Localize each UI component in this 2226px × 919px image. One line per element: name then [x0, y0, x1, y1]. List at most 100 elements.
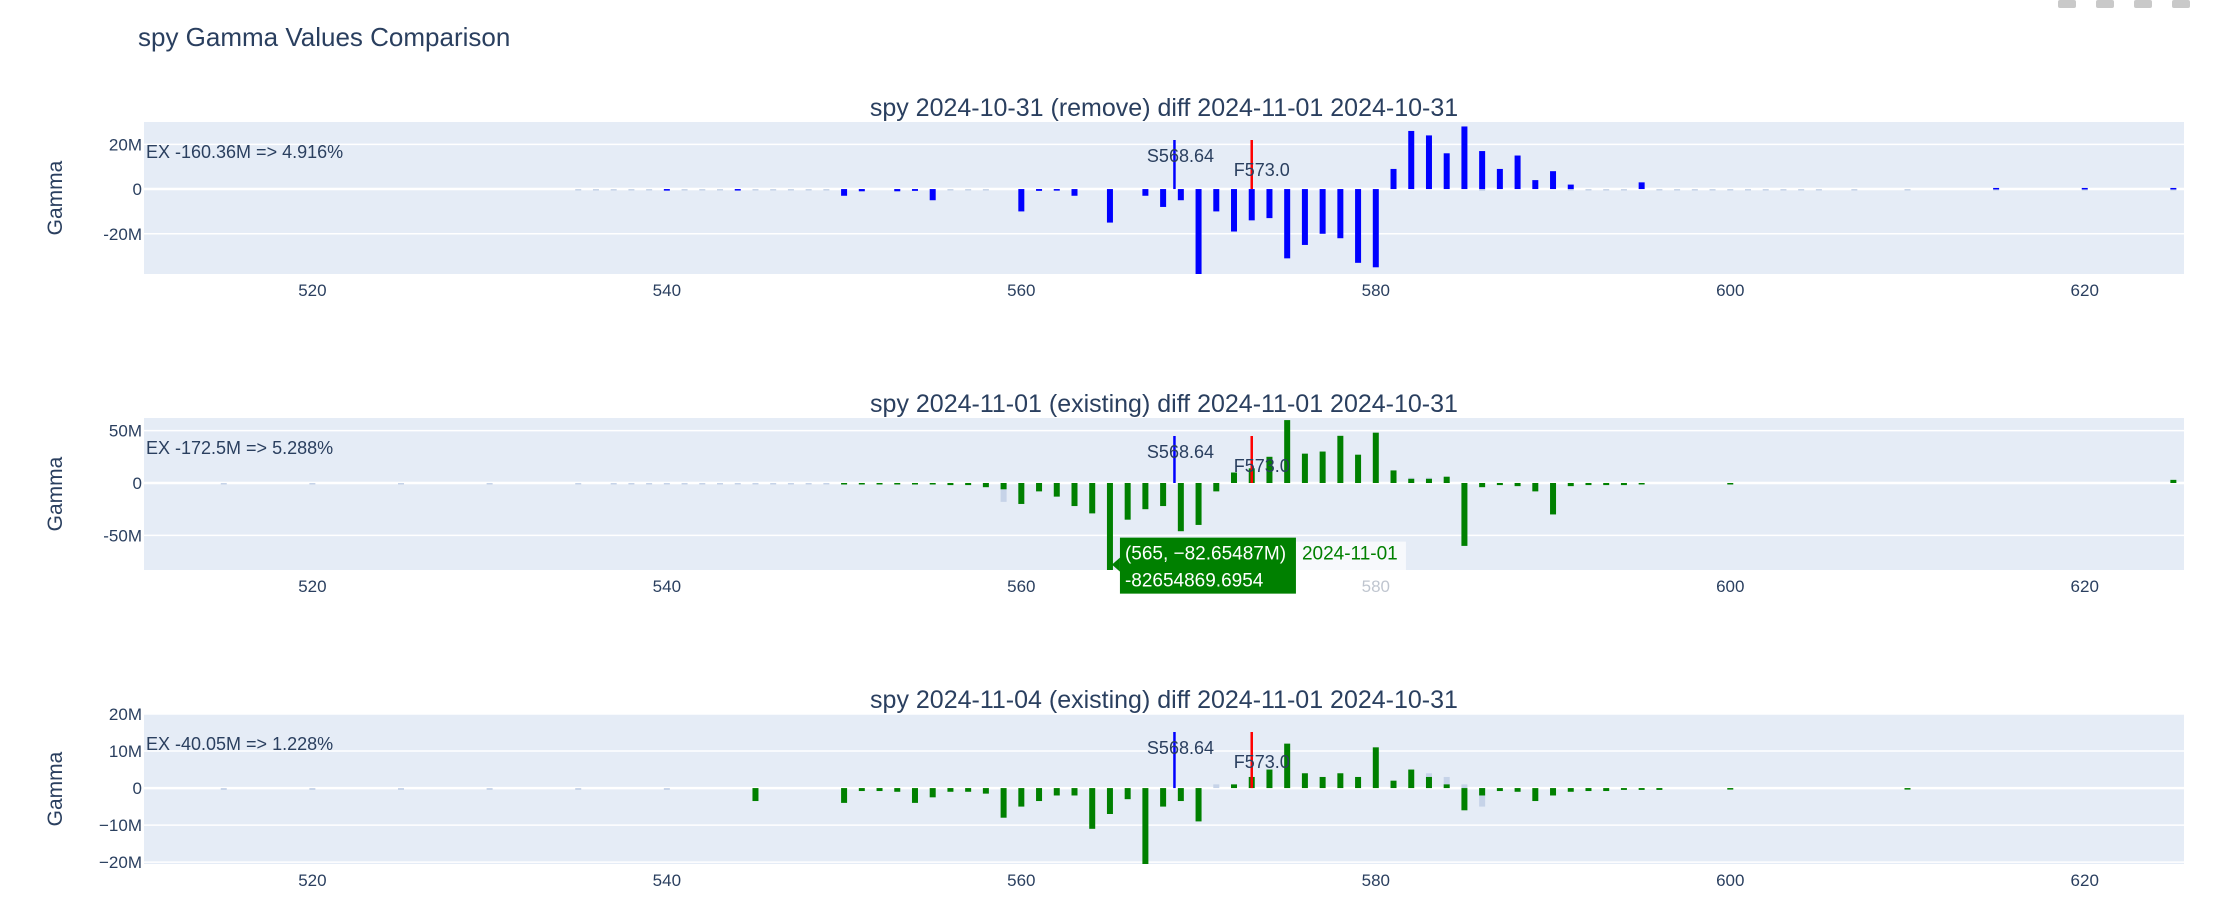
gamma-bar[interactable] [1461, 126, 1468, 190]
gamma-bar[interactable] [947, 482, 954, 486]
baseline-bar[interactable] [752, 482, 759, 485]
gamma-bar[interactable] [1408, 769, 1415, 789]
gamma-bar[interactable] [982, 482, 989, 488]
gamma-bar[interactable] [1036, 189, 1043, 191]
baseline-bar[interactable] [681, 189, 688, 191]
baseline-bar[interactable] [2081, 189, 2088, 191]
baseline-bar[interactable] [1603, 189, 1610, 191]
gamma-bar[interactable] [1496, 482, 1503, 486]
gamma-bar[interactable] [1550, 482, 1557, 515]
zoom-icon[interactable] [2058, 0, 2076, 8]
gamma-bar[interactable] [1514, 788, 1521, 792]
baseline-bar[interactable] [2170, 189, 2177, 191]
baseline-bar[interactable] [1674, 189, 1681, 191]
gamma-bar[interactable] [1053, 788, 1060, 796]
gamma-bar[interactable] [1284, 420, 1291, 483]
gamma-bar[interactable] [1425, 776, 1432, 789]
gamma-bar[interactable] [858, 482, 865, 485]
gamma-bar[interactable] [1603, 788, 1610, 792]
baseline-bar[interactable] [1443, 776, 1450, 789]
gamma-bar[interactable] [1337, 435, 1344, 483]
gamma-bar[interactable] [1550, 171, 1557, 190]
baseline-bar[interactable] [1479, 189, 1486, 191]
gamma-bar[interactable] [1301, 189, 1308, 245]
baseline-bar[interactable] [220, 788, 227, 790]
baseline-bar[interactable] [699, 482, 706, 485]
gamma-bar[interactable] [1036, 788, 1043, 802]
baseline-bar[interactable] [575, 482, 582, 485]
baseline-bar[interactable] [486, 482, 493, 485]
gamma-bar[interactable] [1018, 788, 1025, 807]
baseline-bar[interactable] [805, 482, 812, 485]
baseline-bar[interactable] [787, 189, 794, 191]
gamma-bar[interactable] [1142, 189, 1149, 196]
gamma-bar[interactable] [1479, 482, 1486, 488]
gamma-bar[interactable] [1124, 788, 1131, 800]
reset-axes-icon[interactable] [2134, 0, 2152, 8]
gamma-bar[interactable] [1018, 189, 1025, 212]
gamma-bar[interactable] [1532, 788, 1539, 802]
baseline-bar[interactable] [1691, 189, 1698, 191]
baseline-bar[interactable] [397, 788, 404, 790]
gamma-bar[interactable] [1727, 788, 1734, 790]
baseline-bar[interactable] [1000, 482, 1007, 502]
gamma-bar[interactable] [911, 788, 918, 803]
baseline-bar[interactable] [1585, 189, 1592, 191]
baseline-bar[interactable] [1620, 189, 1627, 191]
baseline-bar[interactable] [628, 189, 635, 191]
baseline-bar[interactable] [1461, 784, 1468, 789]
baseline-bar[interactable] [1727, 189, 1734, 191]
gamma-bar[interactable] [1231, 189, 1238, 232]
baseline-bar[interactable] [1851, 189, 1858, 191]
baseline-bar[interactable] [1656, 189, 1663, 191]
gamma-bar[interactable] [1479, 788, 1486, 796]
baseline-bar[interactable] [1780, 189, 1787, 191]
baseline-bar[interactable] [646, 189, 653, 191]
gamma-bar[interactable] [1443, 476, 1450, 483]
baseline-bar[interactable] [575, 788, 582, 790]
baseline-bar[interactable] [575, 189, 582, 191]
gamma-bar[interactable] [1496, 168, 1503, 190]
gamma-bar[interactable] [1372, 432, 1379, 483]
baseline-bar[interactable] [1904, 189, 1911, 191]
pan-icon[interactable] [2096, 0, 2114, 8]
baseline-bar[interactable] [823, 189, 830, 191]
gamma-bar[interactable] [2170, 479, 2177, 483]
gamma-bar[interactable] [1355, 776, 1362, 789]
gamma-bar[interactable] [1514, 482, 1521, 487]
baseline-bar[interactable] [1798, 189, 1805, 191]
baseline-bar[interactable] [1762, 189, 1769, 191]
baseline-bar[interactable] [805, 189, 812, 191]
gamma-bar[interactable] [1567, 788, 1574, 792]
baseline-bar[interactable] [1815, 189, 1822, 191]
gamma-bar[interactable] [1514, 155, 1521, 190]
gamma-bar[interactable] [1106, 189, 1113, 223]
gamma-bar[interactable] [1532, 482, 1539, 492]
baseline-bar[interactable] [610, 482, 617, 485]
gamma-bar[interactable] [1567, 184, 1574, 190]
gamma-bar[interactable] [1372, 189, 1379, 268]
gamma-bar[interactable] [1425, 478, 1432, 483]
gamma-bar[interactable] [1390, 168, 1397, 190]
gamma-bar[interactable] [1638, 182, 1645, 190]
baseline-bar[interactable] [965, 189, 972, 191]
baseline-bar[interactable] [663, 788, 670, 790]
gamma-bar[interactable] [1603, 482, 1610, 486]
gamma-bar[interactable] [1585, 788, 1592, 792]
gamma-bar[interactable] [858, 788, 865, 792]
gamma-bar[interactable] [1301, 453, 1308, 483]
gamma-bar[interactable] [1106, 788, 1113, 814]
gamma-bar[interactable] [1213, 482, 1220, 492]
baseline-bar[interactable] [397, 482, 404, 485]
gamma-bar[interactable] [911, 189, 918, 191]
gamma-bar[interactable] [1638, 788, 1645, 790]
gamma-bar[interactable] [894, 482, 901, 485]
gamma-bar[interactable] [1266, 189, 1273, 219]
gamma-bar[interactable] [1337, 189, 1344, 239]
gamma-bar[interactable] [1266, 769, 1273, 789]
gamma-bar[interactable] [1071, 482, 1078, 507]
gamma-bar[interactable] [1461, 788, 1468, 811]
gamma-bar[interactable] [858, 189, 865, 192]
gamma-bar[interactable] [1567, 482, 1574, 487]
download-icon[interactable] [2172, 0, 2190, 8]
